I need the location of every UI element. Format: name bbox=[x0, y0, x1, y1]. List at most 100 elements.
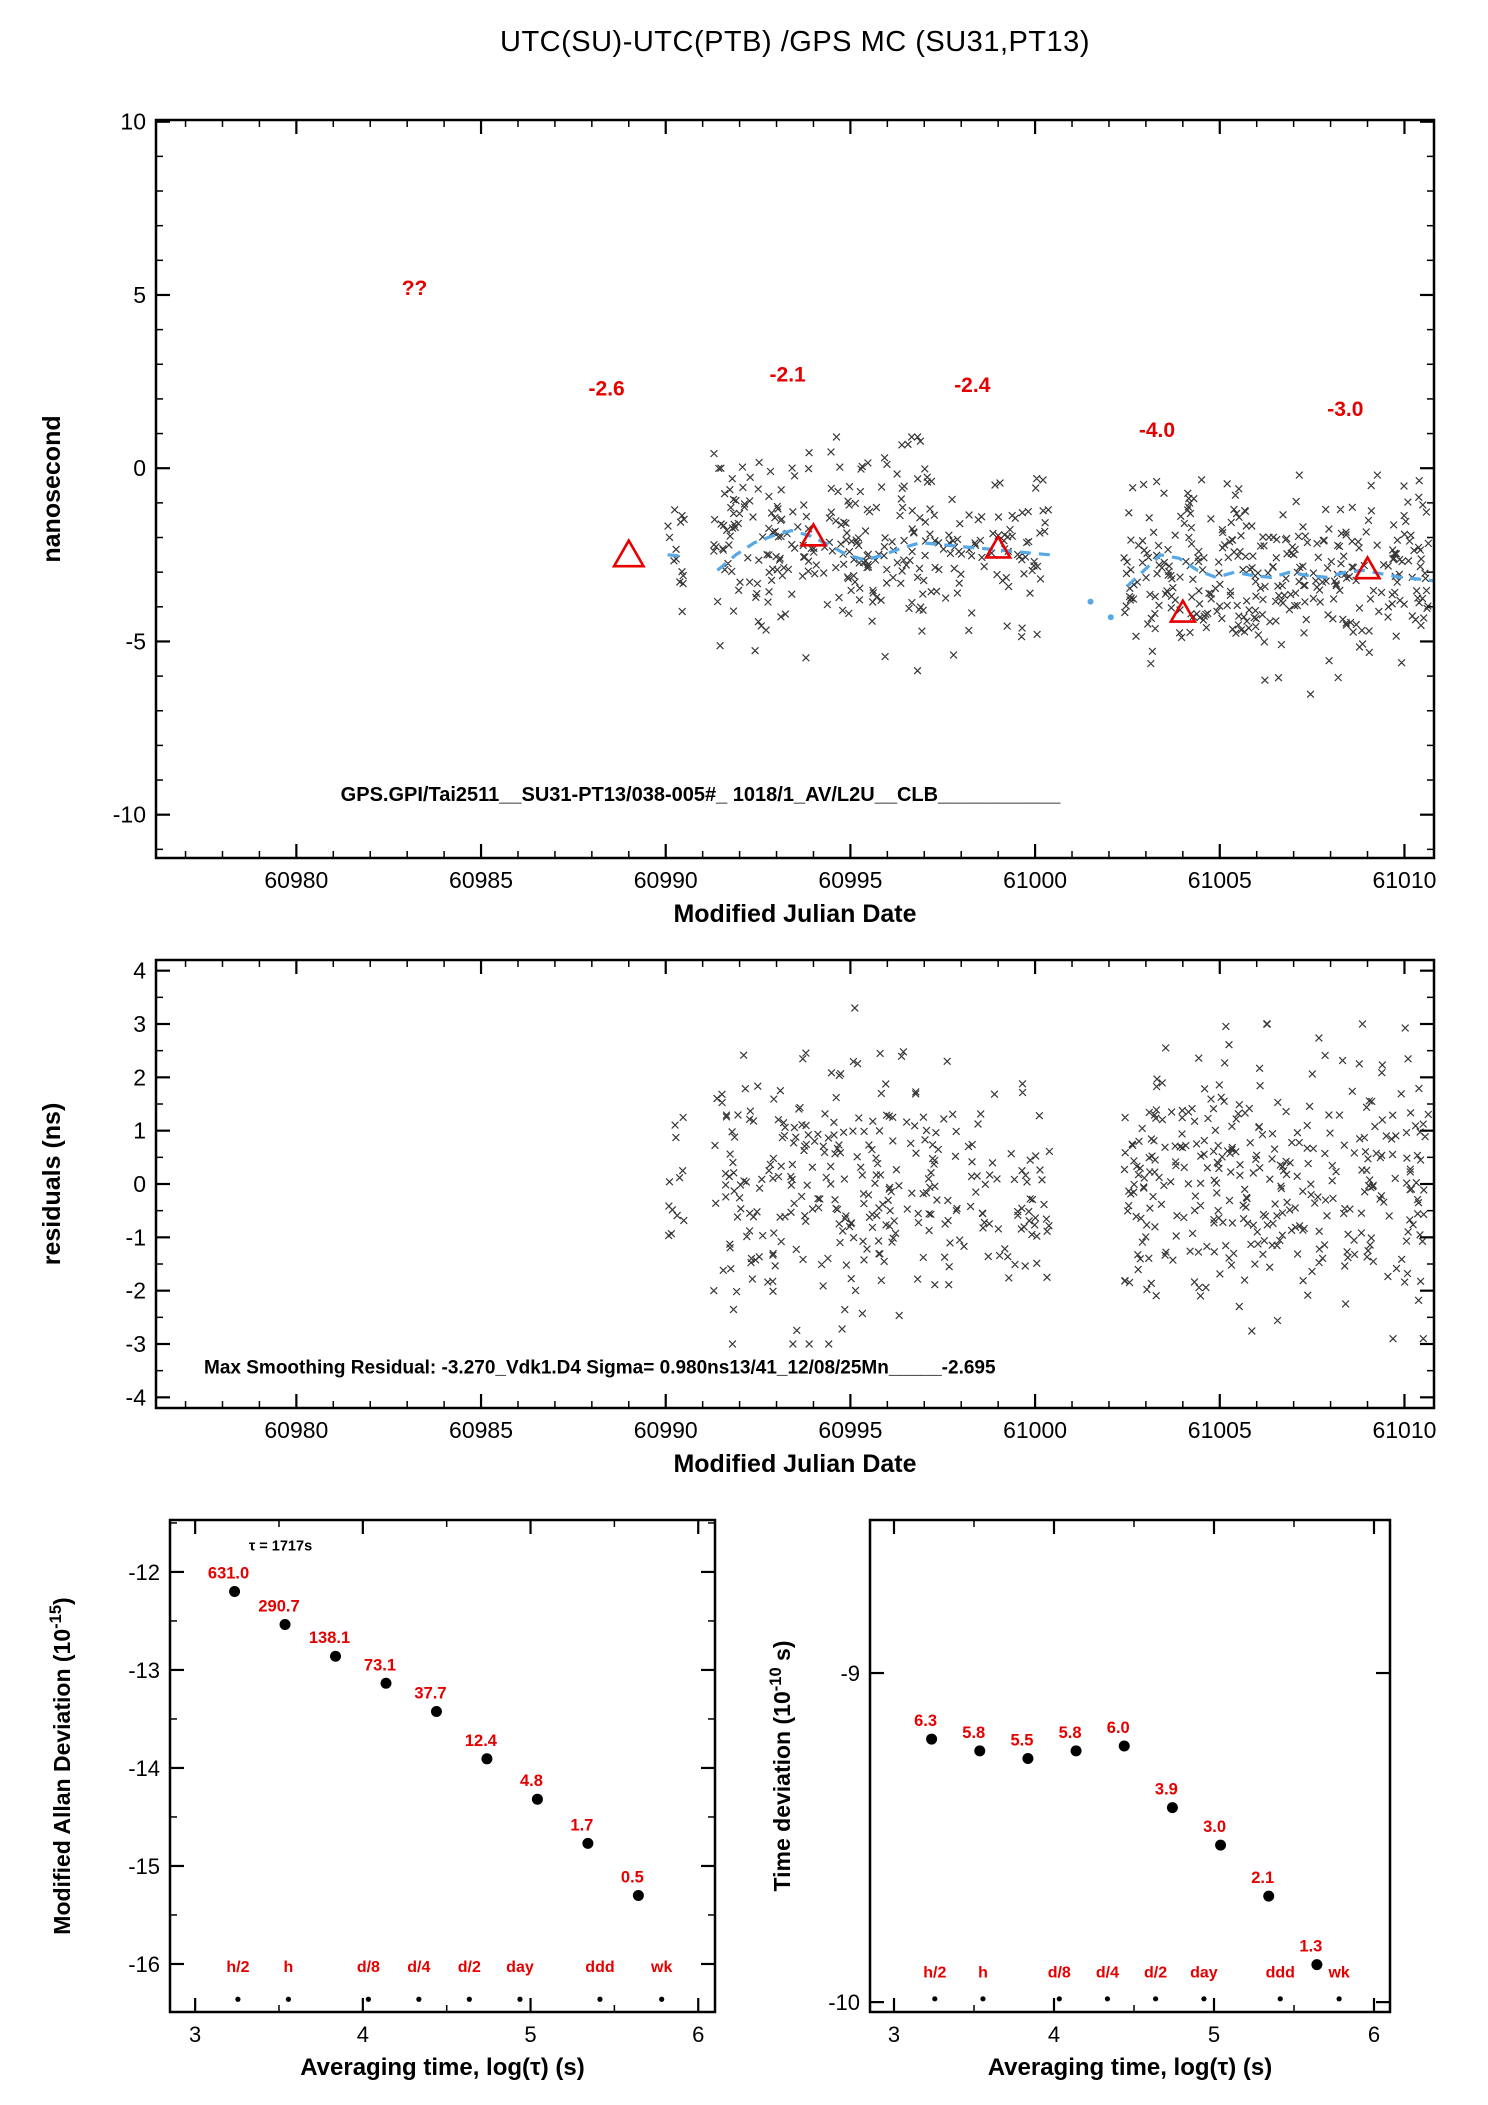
blue-dot bbox=[1087, 598, 1094, 605]
x-tick-label: 60985 bbox=[449, 867, 513, 893]
time-markers: h/2 h d/8 d/4 d/2 day ddd wk bbox=[923, 1964, 1350, 2002]
time-marker-dot bbox=[1277, 1996, 1283, 2002]
data-point bbox=[531, 1793, 543, 1805]
point-value-label: 73.1 bbox=[364, 1656, 396, 1674]
red-annotation: -3.0 bbox=[1327, 398, 1363, 421]
data-point bbox=[926, 1733, 938, 1745]
point-value-label: 3.9 bbox=[1155, 1781, 1178, 1799]
data-point bbox=[481, 1753, 493, 1765]
time-marker-label: d/4 bbox=[407, 1959, 430, 1976]
inner-annotation: GPS.GPI/Tai2511__SU31-PT13/038-005#_ 101… bbox=[341, 784, 1062, 806]
point-value-label: 5.8 bbox=[1059, 1724, 1082, 1742]
time-marker-dot bbox=[235, 1996, 241, 2002]
inner-annotation: Max Smoothing Residual: -3.270_Vdk1.D4 S… bbox=[204, 1357, 996, 1378]
x-tick-label: 3 bbox=[189, 2022, 201, 2047]
time-marker-dot bbox=[597, 1996, 603, 2002]
x-tick-label: 5 bbox=[524, 2022, 536, 2047]
y-tick-label: 0 bbox=[133, 455, 146, 481]
y-tick-label: -16 bbox=[128, 1952, 160, 1977]
y-tick-label: -10 bbox=[828, 1990, 860, 2015]
x-tick-label: 6 bbox=[1368, 2022, 1380, 2047]
time-marker-dot bbox=[659, 1996, 665, 2002]
point-value-label: 290.7 bbox=[258, 1598, 299, 1616]
x-tick-label: 61010 bbox=[1372, 867, 1436, 893]
red-triangle bbox=[1353, 554, 1382, 580]
time-marker-label: wk bbox=[1327, 1964, 1349, 1981]
time-marker-dot bbox=[365, 1996, 371, 2002]
data-point bbox=[380, 1677, 392, 1689]
time-marker-label: h/2 bbox=[923, 1964, 946, 1981]
time-markers: h/2 h d/8 d/4 d/2 day ddd wk bbox=[226, 1959, 672, 2002]
y-tick-label: 0 bbox=[133, 1171, 146, 1197]
scatter-cluster bbox=[709, 1004, 943, 1348]
point-value-label: 1.7 bbox=[570, 1816, 593, 1834]
scatter-points bbox=[664, 433, 1433, 699]
smoothing-line bbox=[667, 528, 1435, 588]
data-point bbox=[1022, 1752, 1034, 1764]
tick-labels: 3 4 5 6 -9 -10 bbox=[828, 1661, 1380, 2047]
y-tick-label: -4 bbox=[126, 1384, 147, 1410]
time-marker-label: ddd bbox=[1266, 1964, 1295, 1981]
y-tick-label: -9 bbox=[840, 1661, 860, 1686]
point-value-label: 0.5 bbox=[621, 1868, 644, 1886]
time-marker-dot bbox=[1153, 1996, 1159, 2002]
y-tick-label: -15 bbox=[128, 1854, 160, 1879]
scatter-cluster bbox=[1120, 471, 1433, 699]
data-point bbox=[582, 1837, 594, 1849]
x-tick-label: 60995 bbox=[818, 867, 882, 893]
point-value-label: 37.7 bbox=[414, 1684, 446, 1702]
time-marker-label: wk bbox=[650, 1959, 672, 1976]
x-tick-label: 60990 bbox=[634, 867, 698, 893]
scatter-cluster bbox=[939, 1057, 1054, 1289]
time-marker-dot bbox=[1336, 1996, 1342, 2002]
x-tick-label: 61000 bbox=[1003, 867, 1067, 893]
triangle-markers bbox=[611, 521, 1382, 623]
data-point bbox=[1215, 1839, 1227, 1851]
y-axis-label: Time deviation (10-10 s) bbox=[766, 1640, 795, 1891]
x-tick-label: 4 bbox=[357, 2022, 369, 2047]
data-point bbox=[330, 1650, 342, 1662]
allan-deviation-chart: 3 4 5 6 -12 -13 -14 -15 -16 Averaging time, log(τ… bbox=[46, 1518, 717, 2081]
time-marker-label: h bbox=[978, 1964, 988, 1981]
y-tick-label: -1 bbox=[126, 1224, 146, 1250]
red-annotation: ?? bbox=[402, 277, 428, 300]
time-marker-dot bbox=[517, 1996, 523, 2002]
red-triangle bbox=[983, 534, 1013, 559]
x-tick-label: 3 bbox=[888, 2022, 900, 2047]
scatter-cluster bbox=[939, 474, 1053, 659]
x-tick-label: 61005 bbox=[1188, 1417, 1252, 1443]
time-marker-dot bbox=[285, 1996, 291, 2002]
time-marker-dot bbox=[466, 1996, 472, 2002]
tick-labels: 60980 60985 60990 60995 61000 61005 61010 -4 -3 -… bbox=[126, 958, 1437, 1443]
y-tick-label: 5 bbox=[133, 282, 146, 308]
y-tick-label: -5 bbox=[126, 628, 146, 654]
data-point bbox=[974, 1745, 986, 1757]
point-value-label: 12.4 bbox=[465, 1732, 498, 1750]
y-tick-label: 10 bbox=[120, 109, 146, 135]
deviation-points: 631.0 290.7 138.1 73.1 37.7 12.4 4.8 1.7 0.5 bbox=[208, 1565, 644, 1901]
scatter-points bbox=[664, 1004, 1433, 1348]
point-value-label: 6.0 bbox=[1107, 1719, 1130, 1737]
plot-frame bbox=[154, 118, 1436, 860]
x-tick-label: 60990 bbox=[634, 1417, 698, 1443]
point-value-label: 6.3 bbox=[914, 1712, 937, 1730]
y-tick-label: 3 bbox=[133, 1011, 146, 1037]
y-tick-label: 4 bbox=[133, 958, 146, 984]
scatter-cluster bbox=[664, 505, 688, 616]
time-marker-label: d/2 bbox=[458, 1959, 481, 1976]
x-axis-label: Modified Julian Date bbox=[673, 900, 916, 928]
y-tick-label: 1 bbox=[133, 1118, 146, 1144]
y-tick-label: -14 bbox=[128, 1756, 160, 1781]
x-tick-label: 60980 bbox=[264, 867, 328, 893]
time-marker-dot bbox=[1201, 1996, 1207, 2002]
x-axis-label: Averaging time, log(τ) (s) bbox=[988, 2054, 1273, 2081]
point-value-label: 4.8 bbox=[520, 1772, 543, 1790]
data-point bbox=[1166, 1802, 1178, 1814]
y-axis-label: nanosecond bbox=[38, 415, 66, 562]
data-point bbox=[1070, 1745, 1082, 1757]
deviation-points: 6.3 5.8 5.5 5.8 6.0 3.9 3.0 2.1 1.3 bbox=[914, 1712, 1323, 1971]
time-deviation-chart: 3 4 5 6 -9 -10 Averaging time, log(τ) (s) Time … bbox=[766, 1518, 1392, 2081]
data-point bbox=[229, 1586, 241, 1598]
plot-frame bbox=[868, 1518, 1392, 2014]
time-marker-label: ddd bbox=[585, 1959, 614, 1976]
